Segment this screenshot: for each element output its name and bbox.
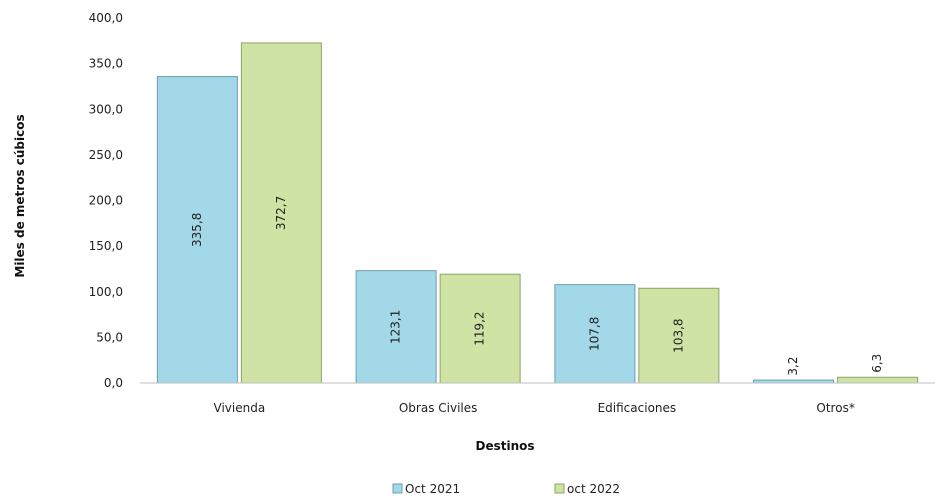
category-label: Otros* — [816, 401, 854, 415]
data-label: 103,8 — [671, 318, 685, 352]
y-tick-label: 350,0 — [89, 57, 123, 71]
y-axis: 0,0 50,0 100,0 150,0 200,0 250,0 300,0 350,0 400… — [89, 11, 123, 390]
legend: Oct 2021 oct 2022 — [392, 482, 620, 496]
y-tick-label: 100,0 — [89, 285, 123, 299]
data-label: 123,1 — [389, 310, 403, 344]
y-tick-label: 50,0 — [96, 330, 123, 344]
legend-label: oct 2022 — [567, 482, 620, 496]
bar-oct-2021 — [355, 270, 437, 384]
y-tick-label: 150,0 — [89, 239, 123, 253]
bar-oct-2022 — [240, 42, 322, 384]
legend-swatch — [392, 483, 403, 494]
y-axis-title: Miles de metros cúbicos — [13, 114, 27, 277]
y-tick-label: 400,0 — [89, 11, 123, 25]
x-axis: Vivienda Obras Civiles Edificaciones Otros* — [214, 401, 855, 415]
category-label: Obras Civiles — [399, 401, 478, 415]
data-label: 119,2 — [473, 311, 487, 345]
y-tick-label: 250,0 — [89, 148, 123, 162]
category-label: Edificaciones — [598, 401, 677, 415]
y-tick-label: 0,0 — [104, 376, 123, 390]
data-label: 6,3 — [870, 354, 884, 373]
bar-oct-2021 — [554, 284, 636, 384]
y-tick-label: 300,0 — [89, 102, 123, 116]
data-label: 107,8 — [587, 317, 601, 351]
x-axis-title: Destinos — [475, 439, 534, 453]
data-label: 372,7 — [274, 196, 288, 230]
legend-swatch — [554, 483, 565, 494]
bar-oct-2022 — [837, 376, 919, 384]
legend-label: Oct 2021 — [405, 482, 460, 496]
bar-oct-2022 — [638, 287, 720, 384]
y-tick-label: 200,0 — [89, 194, 123, 208]
data-label: 335,8 — [190, 213, 204, 247]
bar-oct-2021 — [156, 76, 238, 384]
data-label: 3,2 — [786, 357, 800, 376]
category-label: Vivienda — [214, 401, 266, 415]
bar-oct-2022 — [439, 273, 521, 384]
plot-area: 335,8 372,7 123,1 119,2 107,8 103,8 3,2 6,3 — [156, 42, 919, 384]
